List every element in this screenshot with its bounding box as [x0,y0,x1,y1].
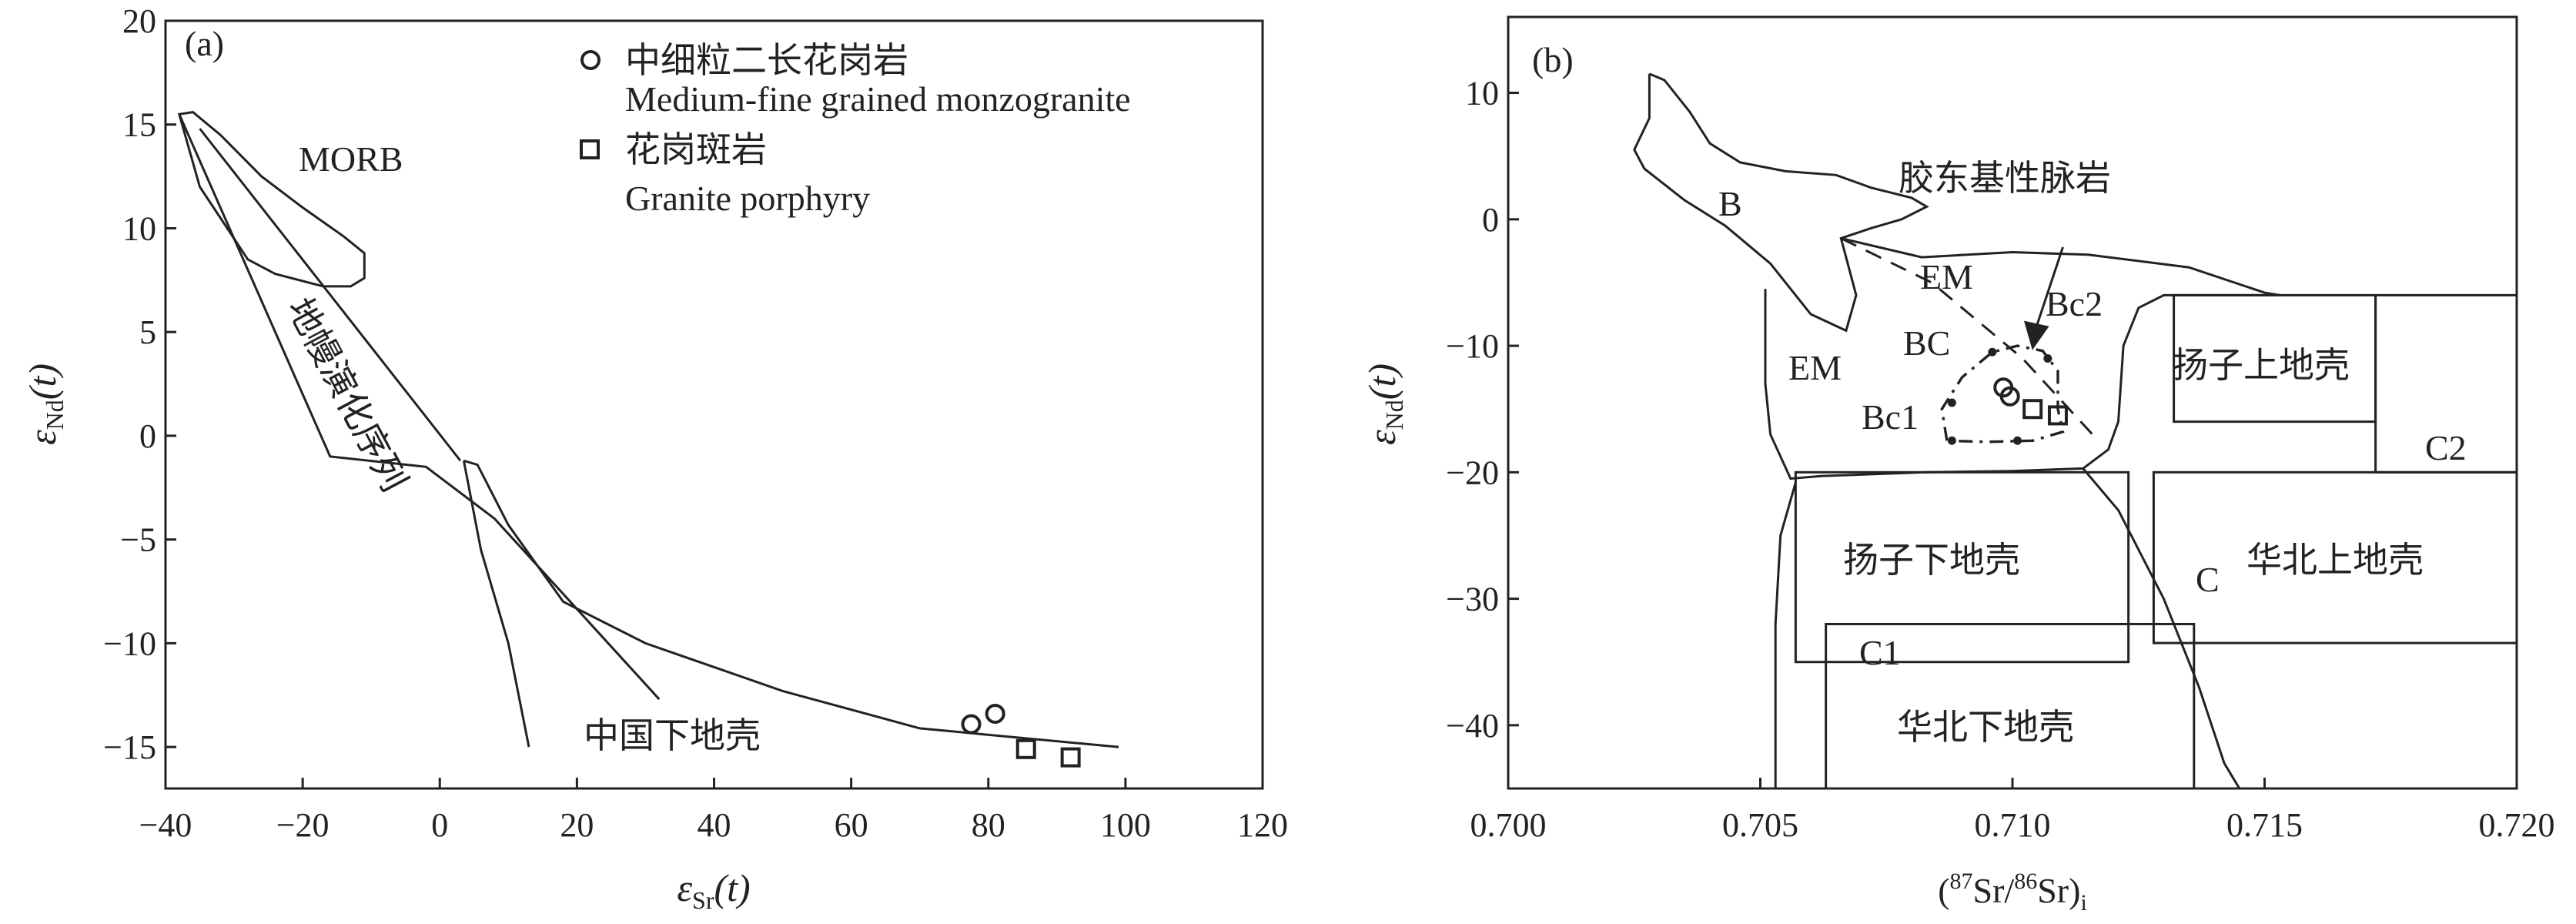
north-china-upper-crust-label: 华北上地壳 [2246,539,2424,581]
morb-label: MORB [299,139,403,179]
panel-b-x-axis-title: (87Sr/86Sr)i [1938,869,2087,916]
panel-a-y-tick-label: 20 [122,2,156,40]
panel-a-curves [177,111,1119,748]
panel-b-granite-porphyry-point [2022,399,2043,420]
panel-b-points [1993,377,2068,426]
north-china-lower-crust-label: 华北下地壳 [1897,706,2074,748]
panel-a-y-tick-label: −10 [103,624,156,662]
mantle-array-curve [178,113,661,701]
panel-b: 0.700 0.705 0.710 0.715 0.720 10 0 −10 −20 −30 −40… [1360,15,2555,916]
panel-a-granite-porphyry-point [1060,747,1081,768]
field-bc-outline [1940,344,2065,444]
panel-a-points [961,703,1081,768]
panel-a-label: (a) [185,24,224,63]
panel-b-y-tick-label: −10 [1446,327,1499,365]
bc-boundary-dot [1988,347,1997,357]
panel-a-y-tick-label: −5 [120,521,156,559]
north-china-lower-crust-box [1825,622,2196,790]
field-c-label: C [2196,560,2220,599]
panel-a-legend: 中细粒二长花岗岩 Medium-fine grained monzogranit… [580,39,1131,218]
mantle-array-diagonal [199,128,462,462]
panel-b-y-tick-label: −30 [1446,581,1499,618]
panel-a-x-axis-title: εSr(t) [677,866,750,914]
panel-a-x-tick-label: 100 [1100,806,1151,844]
legend-circle-marker [580,50,601,70]
lower-crust-field-lower-edge [462,460,530,748]
field-bc-label: BC [1903,323,1950,363]
panel-a-x-tick-label: −20 [276,806,330,844]
panel-b-x-tick-label: 0.705 [1722,806,1798,844]
legend-square-marker [580,139,600,159]
bc-boundary-dot [2043,354,2052,363]
panel-a-x-tick-label: −40 [139,806,192,844]
bc-boundary-dot [2013,436,2022,445]
panel-b-x-tick-label: 0.715 [2226,806,2303,844]
legend-porphyry-zh: 花岗斑岩 [625,129,767,170]
field-c-right-edge [2082,467,2241,789]
field-b-outline [1633,72,1929,333]
panel-b-y-axis-title: εNd(t) [1360,363,1408,445]
field-c-left-edge [1774,482,1797,788]
panel-b-x-tick-label: 0.710 [1975,806,2051,844]
panel-b-x-tick-label: 0.720 [2479,806,2555,844]
field-c1-label: C1 [1859,633,1901,672]
mafic-dykes-label: 胶东基性脉岩 [1899,157,2111,199]
panel-b-label: (b) [1532,40,1574,79]
field-bc2-label: Bc2 [2046,284,2103,323]
panel-b-y-tick-label: 10 [1465,75,1499,112]
panel-a-y-tick-label: −15 [103,728,156,766]
yangtze-upper-crust-label: 扬子上地壳 [2173,344,2350,386]
field-bc1-label: Bc1 [1862,397,1919,437]
panel-a-x-tick-label: 120 [1237,806,1288,844]
field-c2-label: C2 [2425,428,2467,467]
panel-a-y-tick-label: 15 [122,106,156,144]
lower-crust-label: 中国下地壳 [584,715,761,756]
panel-a: −40 −20 0 20 40 60 80 100 120 20 15 10 5 0 −5 −10 −15 (a… [21,2,1288,914]
north-china-upper-crust-box [2152,470,2518,644]
panel-a-y-tick-label: 0 [139,417,156,455]
bc-boundary-dot [1947,398,1956,407]
lower-crust-field-upper-edge [463,459,1119,748]
panel-b-monzogranite-point [1993,377,2014,398]
field-b-label: B [1718,184,1742,223]
morb-field-outline [177,111,366,288]
panel-b-boxes [1794,293,2518,790]
panel-b-plot-frame [1507,15,2518,790]
yangtze-lower-crust-box [1794,470,2130,664]
panel-b-x-tick-label: 0.700 [1470,806,1547,844]
panel-a-x-tick-label: 60 [835,806,868,844]
mafic-dykes-arrow-head [2023,320,2049,350]
panel-a-y-tick-label: 10 [122,209,156,247]
panel-b-y-tick-label: −20 [1446,454,1499,491]
panel-a-x-tick-label: 80 [972,806,1005,844]
panel-b-y-tick-label: −40 [1446,707,1499,745]
c2-field-box [2374,293,2518,474]
panel-a-ticks: −40 −20 0 20 40 60 80 100 120 20 15 10 5 0 −5 −10 −15 [103,2,1288,844]
panel-a-x-tick-label: 40 [698,806,731,844]
panel-a-y-tick-label: 5 [139,313,156,351]
mantle-array-label: 地幔演化序列 [279,291,415,498]
legend-porphyry-en: Granite porphyry [625,179,870,218]
panel-a-monzogranite-point [961,714,982,735]
yangtze-lower-crust-label: 扬子下地壳 [1843,539,2020,581]
panel-b-curves [1633,72,2280,789]
panel-a-granite-porphyry-point [1015,738,1036,759]
panel-a-x-tick-label: 20 [560,806,594,844]
panel-a-x-tick-label: 0 [431,806,448,844]
field-em-upper-label: EM [1920,257,1973,296]
field-em-lower-label: EM [1788,348,1842,387]
mafic-dykes-arrow-shaft [2031,246,2064,339]
panel-b-ticks: 0.700 0.705 0.710 0.715 0.720 10 0 −10 −20 −30 −40 [1446,75,2554,844]
panel-b-y-tick-label: 0 [1482,201,1499,239]
legend-monzogranite-en: Medium-fine grained monzogranite [625,79,1131,119]
legend-monzogranite-zh: 中细粒二长花岗岩 [625,39,908,81]
panel-b-granite-porphyry-point [2047,405,2068,426]
panel-a-y-axis-title: εNd(t) [21,363,69,445]
bc-boundary-dot [1947,436,1956,445]
panel-a-monzogranite-point [985,703,1005,724]
